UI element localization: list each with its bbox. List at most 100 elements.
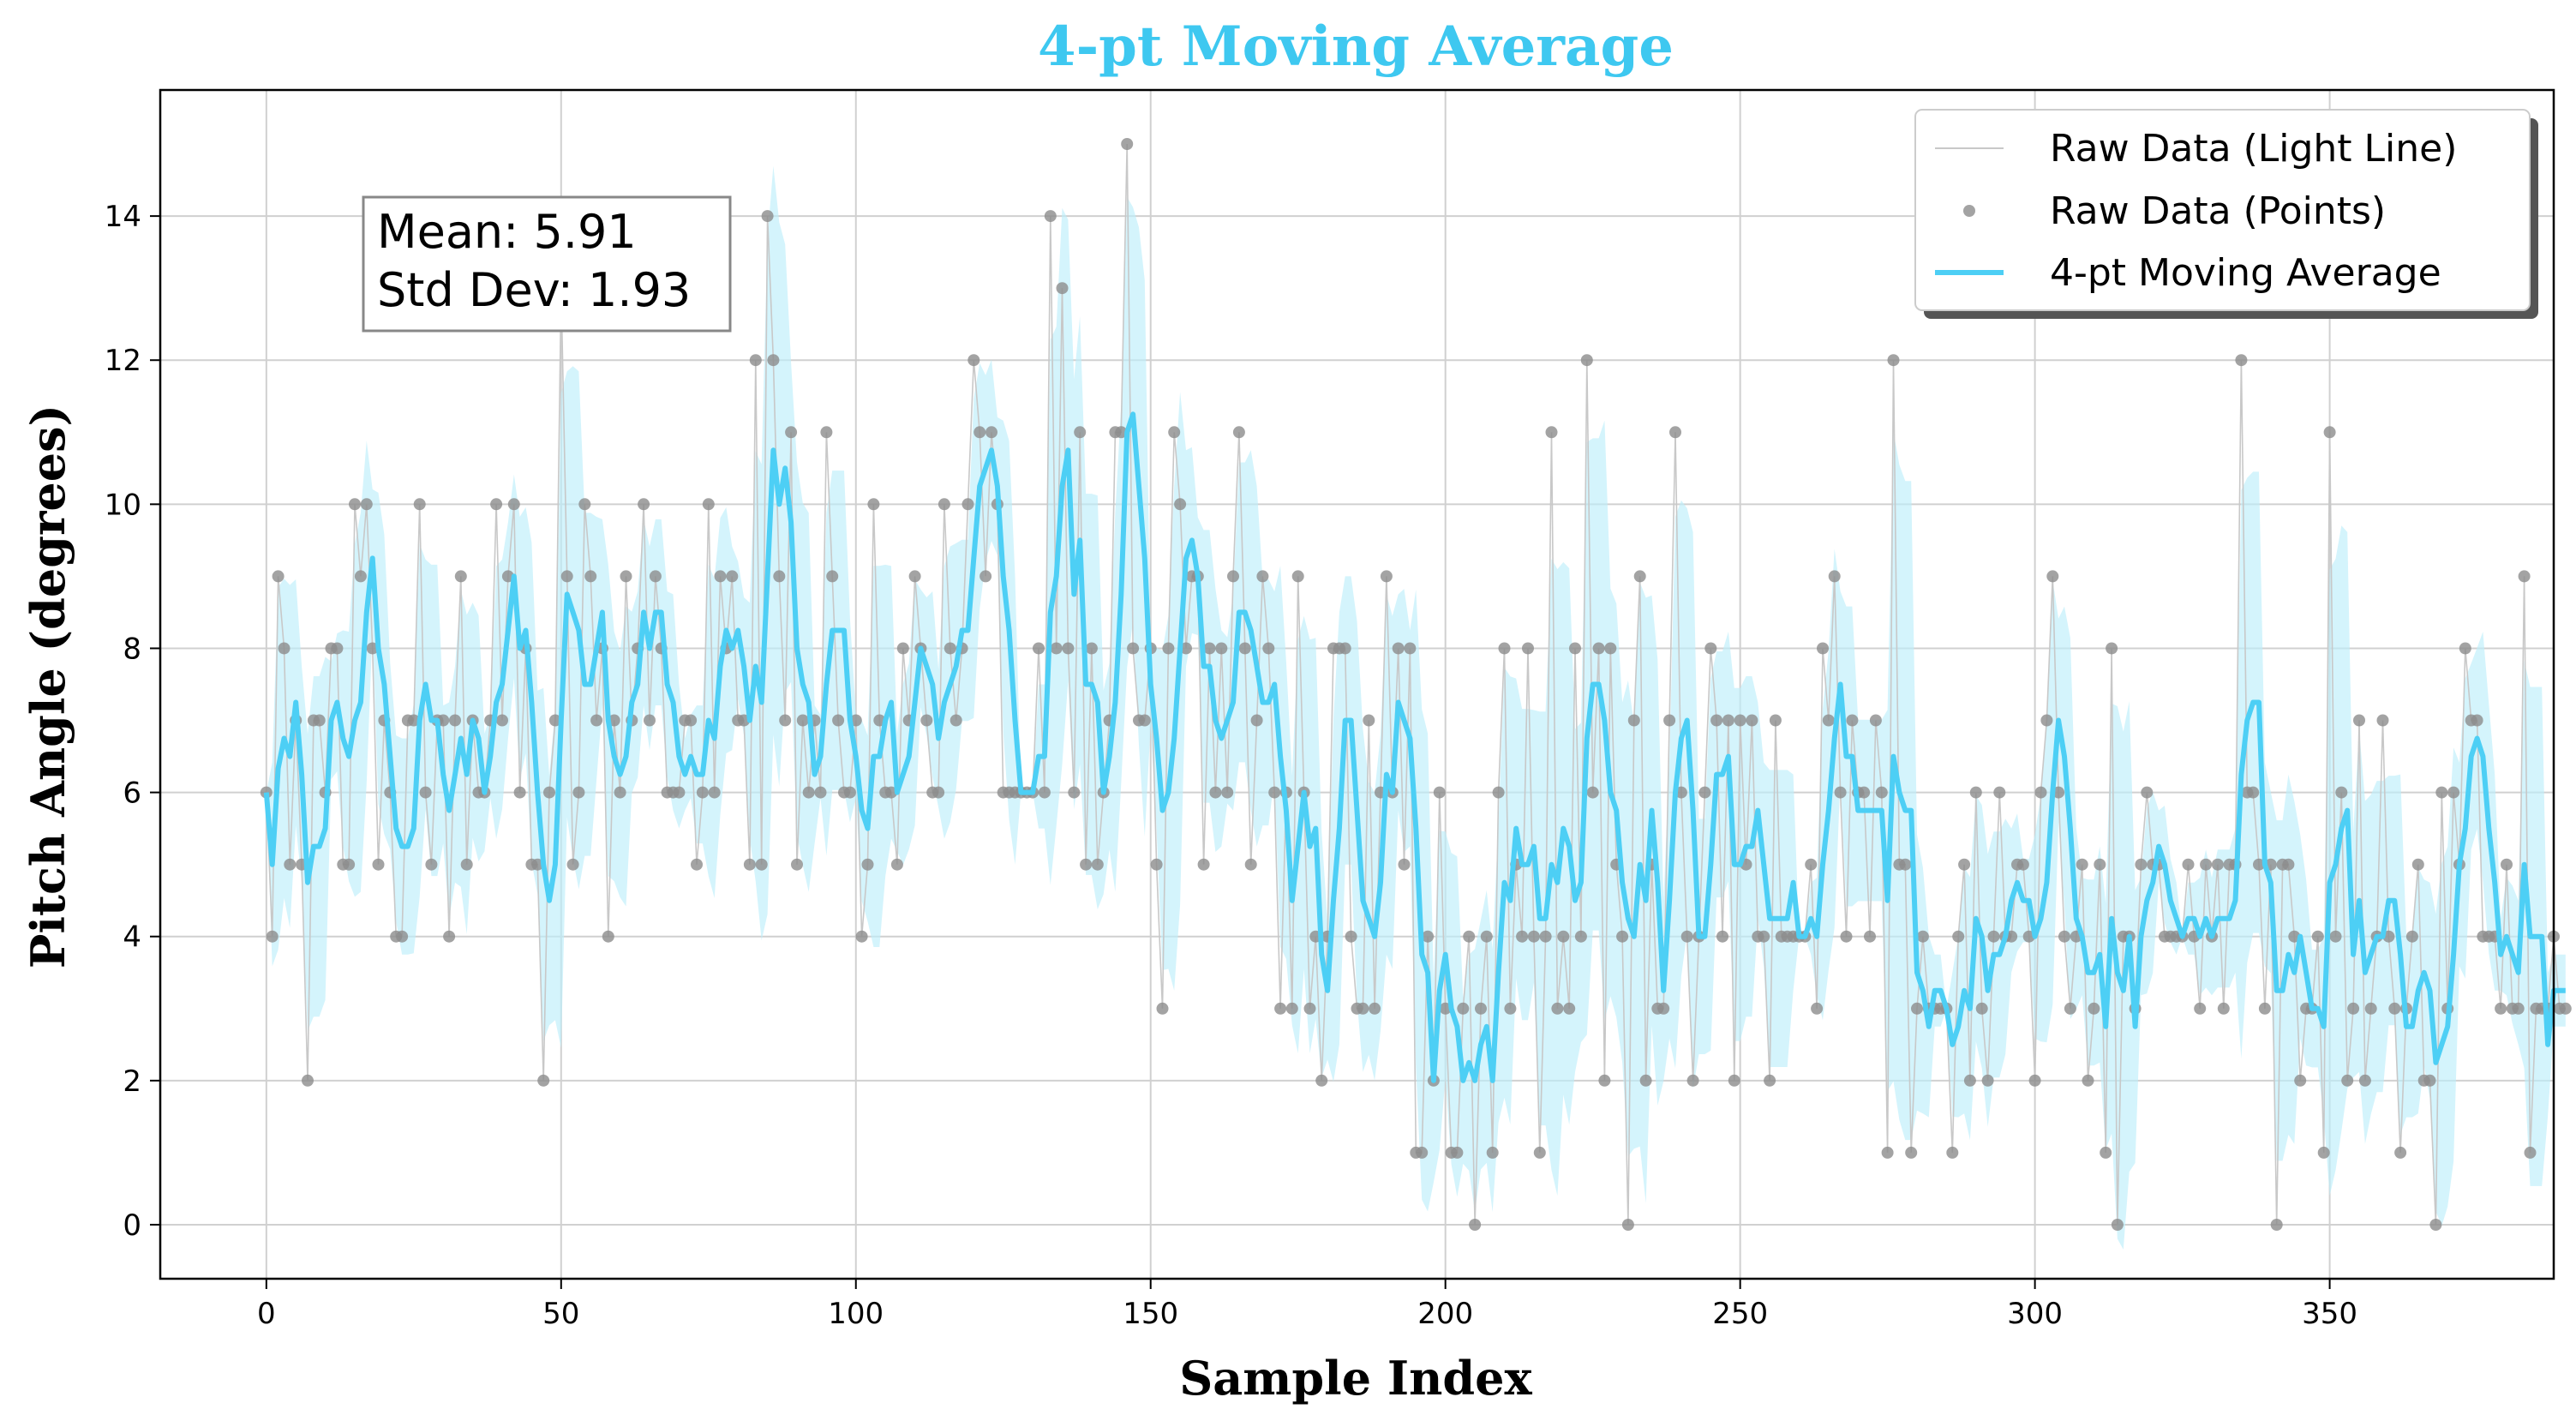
raw-data-point <box>1492 786 1505 799</box>
raw-data-point <box>2106 642 2118 655</box>
raw-data-point <box>1056 282 1069 295</box>
raw-data-point <box>2317 1146 2330 1159</box>
y-tick-label: 8 <box>123 632 141 666</box>
raw-data-point <box>2435 786 2448 799</box>
raw-data-point <box>1074 426 1087 439</box>
raw-data-point <box>702 498 715 511</box>
raw-data-point <box>1952 930 1965 943</box>
y-tick-label: 14 <box>105 200 141 234</box>
raw-data-point <box>2411 858 2424 871</box>
raw-data-point <box>1262 642 1275 655</box>
raw-data-point <box>460 858 473 871</box>
raw-data-point <box>1621 1219 1634 1231</box>
raw-data-point <box>802 786 815 799</box>
raw-data-point <box>1250 714 1263 727</box>
stats-std: Std Dev: 1.93 <box>377 263 691 317</box>
raw-data-point <box>685 714 698 727</box>
raw-data-point <box>1746 714 1758 727</box>
raw-data-point <box>360 498 373 511</box>
raw-data-point <box>2364 1002 2377 1015</box>
raw-data-point <box>2311 930 2324 943</box>
raw-data-point <box>1764 1074 1776 1087</box>
raw-data-point <box>1551 1002 1564 1015</box>
raw-data-point <box>2028 1074 2041 1087</box>
x-tick-label: 350 <box>2302 1297 2357 1331</box>
raw-data-point <box>1598 1074 1611 1087</box>
raw-data-point <box>1710 714 1723 727</box>
raw-data-point <box>814 786 827 799</box>
raw-data-point <box>572 786 585 799</box>
raw-data-point <box>1716 930 1728 943</box>
raw-data-point <box>743 858 756 871</box>
raw-data-point <box>1404 642 1417 655</box>
raw-data-point <box>1657 1002 1670 1015</box>
raw-data-point <box>1758 930 1770 943</box>
raw-data-point <box>513 786 526 799</box>
raw-data-point <box>2282 858 2295 871</box>
x-tick-label: 300 <box>2007 1297 2063 1331</box>
raw-data-point <box>1238 642 1251 655</box>
raw-data-point <box>2353 714 2365 727</box>
raw-data-point <box>1840 930 1853 943</box>
raw-data-point <box>1068 786 1081 799</box>
raw-data-point <box>2052 786 2065 799</box>
raw-data-point <box>2088 1002 2100 1015</box>
raw-data-point <box>1516 930 1529 943</box>
raw-data-point <box>1522 642 1534 655</box>
raw-data-point <box>2040 714 2053 727</box>
raw-data-point <box>2347 1002 2360 1015</box>
raw-data-point <box>2341 1074 2354 1087</box>
raw-data-point <box>2111 1219 2124 1231</box>
stats-mean: Mean: 5.91 <box>377 205 637 259</box>
legend-raw-points-swatch <box>1963 205 1975 217</box>
raw-data-point <box>890 858 903 871</box>
chart-title: 4-pt Moving Average <box>1038 15 1674 79</box>
raw-data-point <box>649 570 662 583</box>
x-tick-label: 200 <box>1417 1297 1473 1331</box>
raw-data-point <box>1150 858 1163 871</box>
raw-data-point <box>2512 1002 2525 1015</box>
raw-data-point <box>1811 1002 1824 1015</box>
raw-data-point <box>855 930 868 943</box>
raw-data-point <box>979 570 992 583</box>
raw-data-point <box>2429 1219 2442 1231</box>
raw-data-point <box>2323 426 2336 439</box>
raw-data-point <box>443 930 456 943</box>
raw-data-point <box>1769 714 1782 727</box>
raw-data-point <box>1480 930 1493 943</box>
raw-data-point <box>1221 786 1234 799</box>
raw-data-point <box>1138 714 1151 727</box>
raw-data-point <box>2141 786 2154 799</box>
raw-data-point <box>2135 858 2148 871</box>
raw-data-point <box>1686 1074 1699 1087</box>
raw-data-point <box>2200 858 2213 871</box>
raw-data-point <box>413 498 426 511</box>
raw-data-point <box>1981 1074 1994 1087</box>
raw-data-point <box>967 354 980 367</box>
x-tick-label: 100 <box>828 1297 884 1331</box>
raw-data-point <box>614 786 626 799</box>
raw-data-point <box>2495 1002 2507 1015</box>
raw-data-point <box>1315 1074 1328 1087</box>
raw-data-point <box>2405 930 2418 943</box>
y-tick-label: 4 <box>123 920 141 955</box>
raw-data-point <box>1975 1002 1988 1015</box>
raw-data-point <box>449 714 461 727</box>
raw-data-point <box>1545 426 1558 439</box>
plot-frame <box>159 88 2555 1280</box>
raw-data-point <box>2447 786 2460 799</box>
raw-data-point <box>785 426 798 439</box>
raw-data-point <box>1392 642 1405 655</box>
raw-data-point <box>1539 930 1552 943</box>
x-axis-ticks: 0 50 100 150 200 250 300 350 <box>257 1279 2357 1331</box>
raw-data-point <box>2501 858 2513 871</box>
raw-data-point <box>507 498 520 511</box>
raw-data-point <box>826 570 839 583</box>
raw-data-point <box>2016 858 2029 871</box>
raw-data-point <box>2294 1074 2307 1087</box>
y-tick-label: 10 <box>105 488 141 522</box>
raw-data-point <box>1963 1074 1976 1087</box>
raw-data-point <box>543 786 555 799</box>
raw-data-point <box>1339 642 1351 655</box>
